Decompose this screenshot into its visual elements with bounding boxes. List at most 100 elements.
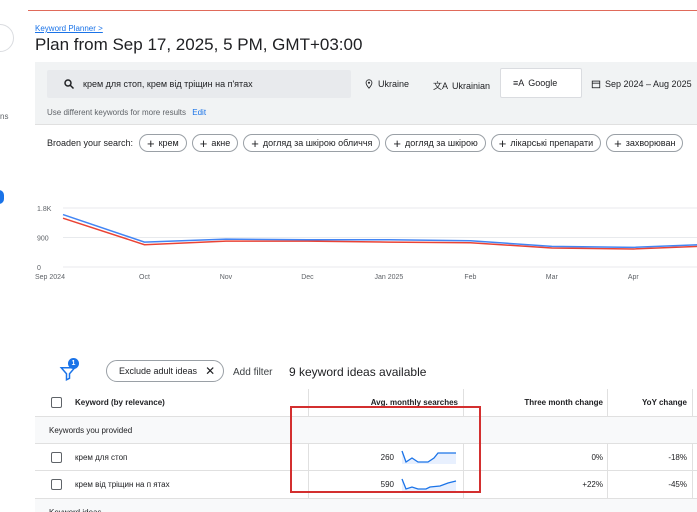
x-tick-label: Jan 2025 [374,274,403,281]
column-divider [308,389,309,416]
searches-value: 260 [380,452,394,462]
search-query: крем для стоп, крем від тріщин на п'ятах [83,79,253,89]
column-divider [692,471,693,498]
plus-icon: + [614,135,622,151]
broaden-chip[interactable]: + догляд за шкірою обличчя [243,134,381,152]
x-tick-label: Oct [139,274,150,281]
add-filter-button[interactable]: Add filter [233,367,273,378]
column-divider [463,444,464,470]
yoy-cell: -18% [668,452,687,462]
broaden-label: Broaden your search: [47,138,134,148]
x-tick-label: Dec [301,274,314,281]
edit-link[interactable]: Edit [192,108,207,117]
searches-cell: 260 [308,444,458,470]
x-tick-label: Mar [546,274,559,281]
broaden-chip[interactable]: + захворюван [606,134,684,152]
ideas-count: 9 keyword ideas available [289,365,427,379]
language-selector[interactable]: 文A Ukrainian [433,79,490,92]
filter-row: 1 Exclude adult ideas ✕ Add filter 9 key… [35,355,697,389]
table-row: крем від тріщин на п ятах 590 +22% -45% [35,471,697,499]
y-tick-label: 0 [37,265,41,272]
table-header: Keyword (by relevance) Avg. monthly sear… [35,389,697,417]
highlight-box [290,406,481,493]
main-content: Keyword Planner > Plan from Sep 17, 2025… [28,0,697,512]
exclude-adult-chip[interactable]: Exclude adult ideas ✕ [106,360,225,382]
search-icon [64,79,75,90]
left-rail: ns [0,0,28,512]
broaden-chip[interactable]: + лікарські препарати [490,134,602,152]
col-keyword[interactable]: Keyword (by relevance) [75,398,165,407]
rail-active-indicator [0,190,4,204]
yoy-cell: -45% [668,480,687,489]
broaden-chip[interactable]: + крем [139,134,187,152]
three-month-cell: +22% [582,480,603,489]
hint-text: Use different keywords for more results [47,108,187,117]
column-divider [607,471,608,498]
column-divider [308,471,309,498]
searches-cell: 590 [308,471,458,498]
close-icon[interactable]: ✕ [205,364,216,378]
search-panel: крем для стоп, крем від тріщин на п'ятах… [35,62,697,156]
y-tick-label: 900 [37,236,49,243]
chip-label: крем [158,138,179,148]
rail-menu-button[interactable] [0,24,14,52]
broaden-chip[interactable]: + догляд за шкірою [385,134,486,152]
chip-label: догляд за шкірою [405,138,478,148]
y-tick-label: 1.8K [37,206,52,213]
searches-value: 590 [380,480,394,489]
exclude-chip-label: Exclude adult ideas [119,366,198,376]
col-yoy[interactable]: YoY change [641,398,687,407]
sparkline [401,478,457,492]
plus-icon: + [498,135,507,151]
column-divider [607,444,608,470]
rail-label: ns [0,112,9,121]
keywords-hint: Use different keywords for more results … [47,108,206,117]
network-selector[interactable]: ≡A Google [500,68,582,98]
select-all-checkbox[interactable] [51,397,62,408]
date-range-label: Sep 2024 – Aug 2025 [605,79,692,89]
section-label: Keyword ideas [49,507,102,512]
col-three-month[interactable]: Three month change [524,398,603,407]
column-divider [607,389,608,416]
date-range-selector[interactable]: Sep 2024 – Aug 2025 [591,79,692,89]
language-label: Ukrainian [452,80,491,91]
chip-label: лікарські препарати [510,138,594,148]
column-divider [308,444,309,470]
three-month-cell: 0% [591,452,603,462]
chip-label: акне [211,138,231,148]
broaden-chips: + крем + акне + догляд за шкірою обличчя + д… [139,134,684,152]
section-label: Keywords you provided [49,425,133,435]
keyword-cell: крем для стоп [75,452,128,462]
row-checkbox-cell [51,444,62,470]
calendar-icon [591,80,601,89]
x-tick-label: Sep 2024 [35,274,65,281]
col-avg-searches[interactable]: Avg. monthly searches [370,398,458,407]
location-label: Ukraine [378,79,410,89]
network-label: Google [528,78,558,88]
chip-label: захворюван [625,138,676,148]
keyword-cell: крем від тріщин на п ятах [75,480,170,489]
network-icon: ≡A [513,78,525,88]
section-ideas: Keyword ideas [35,499,697,512]
plus-icon: + [199,135,208,151]
broaden-chip[interactable]: + акне [191,134,239,152]
row-checkbox[interactable] [51,479,62,490]
search-input[interactable]: крем для стоп, крем від тріщин на п'ятах [47,70,351,98]
chip-label: догляд за шкірою обличчя [262,138,373,148]
row-checkbox[interactable] [51,451,62,463]
row-checkbox-cell [51,471,62,498]
section-provided: Keywords you provided [35,417,697,444]
location-selector[interactable]: Ukraine [364,79,409,89]
x-tick-label: Feb [464,274,476,281]
table-row: крем для стоп 260 0% -18% [35,444,697,471]
select-all-checkbox-cell [51,389,62,416]
series-line [62,217,697,250]
column-divider [463,389,464,416]
location-pin-icon [365,79,373,89]
broaden-bar: Broaden your search: + крем + акне + догляд… [35,124,697,156]
breadcrumb[interactable]: Keyword Planner > [35,24,103,33]
plus-icon: + [251,135,259,151]
top-border [0,10,697,11]
x-tick-label: Apr [628,274,640,281]
series-line [62,213,697,249]
